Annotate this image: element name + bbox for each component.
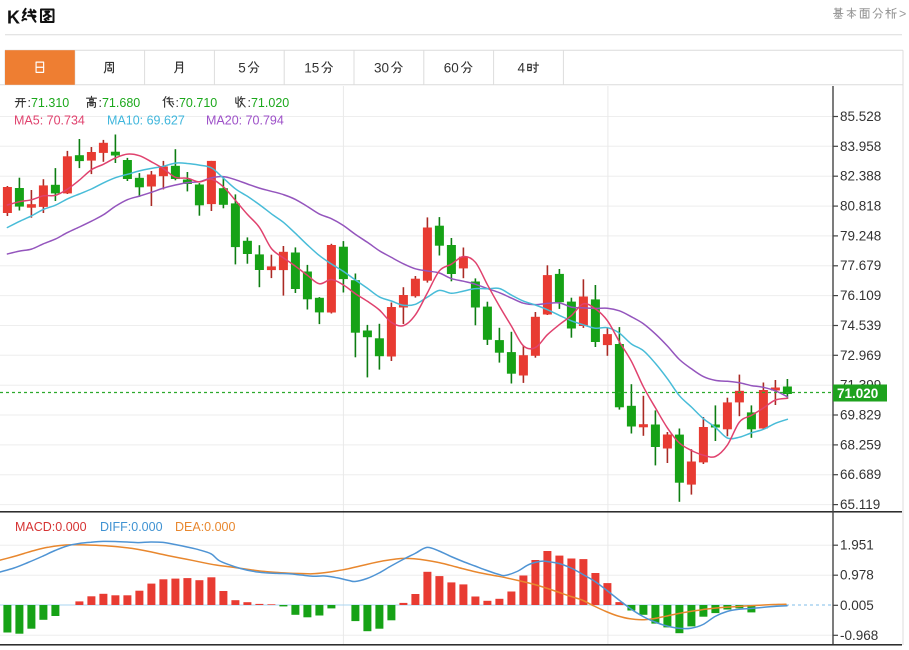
svg-text:DEA:0.000: DEA:0.000: [175, 520, 236, 534]
svg-text:76.109: 76.109: [840, 288, 881, 303]
svg-text:72.969: 72.969: [840, 348, 881, 363]
svg-text:1.951: 1.951: [840, 538, 874, 553]
svg-text:-0.968: -0.968: [840, 628, 878, 643]
svg-text:66.689: 66.689: [840, 467, 881, 482]
svg-text:30: 30: [374, 61, 389, 76]
svg-text:>: >: [899, 7, 906, 21]
svg-text::70.710: :70.710: [176, 96, 218, 110]
svg-text::71.020: :71.020: [248, 96, 290, 110]
svg-text:74.539: 74.539: [840, 318, 881, 333]
svg-text:77.679: 77.679: [840, 258, 881, 273]
svg-text:85.528: 85.528: [840, 109, 881, 124]
svg-text:5: 5: [238, 61, 246, 76]
svg-text:80.818: 80.818: [840, 199, 881, 214]
svg-text:83.958: 83.958: [840, 139, 881, 154]
svg-text::71.680: :71.680: [99, 96, 141, 110]
svg-text:68.259: 68.259: [840, 437, 881, 452]
svg-text:MA10: 69.627: MA10: 69.627: [107, 114, 185, 128]
svg-text:15: 15: [304, 61, 319, 76]
svg-text::71.310: :71.310: [28, 96, 70, 110]
svg-text:79.248: 79.248: [840, 228, 881, 243]
svg-text:4: 4: [518, 61, 526, 76]
svg-text:MA20: 70.794: MA20: 70.794: [206, 114, 284, 128]
svg-text:60: 60: [444, 61, 459, 76]
svg-text:MACD:0.000: MACD:0.000: [15, 520, 87, 534]
svg-text:82.388: 82.388: [840, 169, 881, 184]
svg-text:K: K: [7, 8, 20, 28]
svg-text:MA5: 70.734: MA5: 70.734: [14, 114, 85, 128]
svg-text:0.005: 0.005: [840, 598, 874, 613]
svg-text:65.119: 65.119: [840, 497, 880, 512]
svg-text:0.978: 0.978: [840, 568, 874, 583]
svg-text:DIFF:0.000: DIFF:0.000: [100, 520, 163, 534]
svg-text:69.829: 69.829: [840, 408, 881, 423]
svg-text:71.020: 71.020: [837, 386, 878, 401]
